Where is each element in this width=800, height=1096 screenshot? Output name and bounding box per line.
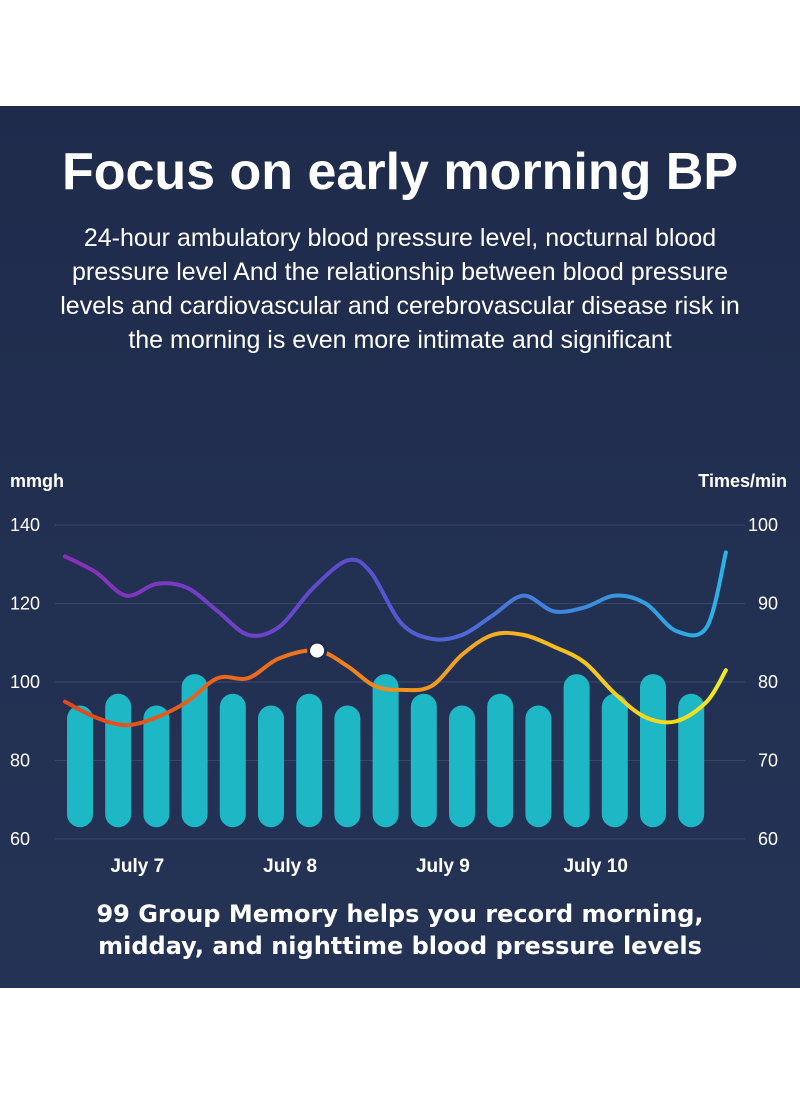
- bar: [640, 674, 666, 828]
- bp-line: [63, 550, 728, 642]
- right-tick-label: 70: [758, 751, 778, 771]
- page-title: Focus on early morning BP: [61, 143, 739, 201]
- bar: [181, 674, 208, 828]
- right-tick-label: 90: [758, 594, 778, 614]
- heart-rate-line: [63, 630, 728, 728]
- caption-line-2: midday, and nighttime blood pressure lev…: [98, 932, 702, 960]
- bar: [525, 705, 552, 828]
- x-tick-label: July 9: [416, 856, 470, 877]
- axes: mmgh Times/min 140 120 100 80 60 100 90 80 70 60 Jul…: [10, 471, 787, 877]
- bar: [219, 693, 246, 828]
- x-tick-label: July 8: [263, 856, 317, 877]
- bar: [67, 705, 93, 828]
- right-tick-label: 60: [758, 829, 778, 849]
- bar: [563, 674, 590, 828]
- page-subtitle: 24-hour ambulatory blood pressure level,…: [60, 224, 740, 354]
- left-tick-label: 100: [10, 672, 40, 692]
- bar: [258, 705, 284, 828]
- caption-line-1: 99 Group Memory helps you record morning…: [96, 900, 704, 928]
- left-axis-label: mmgh: [10, 471, 64, 491]
- bar: [105, 693, 132, 828]
- line-series: [63, 550, 728, 728]
- left-tick-label: 140: [10, 515, 40, 535]
- right-tick-label: 100: [748, 515, 778, 535]
- x-tick-label: July 7: [110, 856, 164, 877]
- highlight-marker: [307, 640, 328, 661]
- bar: [601, 693, 628, 828]
- bar: [410, 693, 437, 828]
- bar: [487, 693, 514, 828]
- bar-series: [67, 674, 705, 828]
- grid: [55, 524, 745, 840]
- bar: [143, 705, 170, 828]
- bar: [334, 705, 361, 828]
- left-tick-label: 60: [10, 829, 30, 849]
- bar: [678, 693, 705, 828]
- footer-caption: 99 Group Memory helps you record morning…: [0, 898, 800, 962]
- bar: [372, 674, 399, 828]
- right-axis-label: Times/min: [698, 471, 787, 491]
- x-tick-label: July 10: [563, 856, 627, 877]
- bar: [296, 693, 323, 828]
- right-tick-label: 80: [758, 672, 778, 692]
- bp-chart: mmgh Times/min 140 120 100 80 60 100 90 80 70 60 Jul…: [10, 471, 787, 877]
- background-panel: [0, 106, 800, 988]
- bar: [449, 705, 475, 828]
- left-tick-label: 80: [10, 751, 30, 771]
- left-tick-label: 120: [10, 594, 40, 614]
